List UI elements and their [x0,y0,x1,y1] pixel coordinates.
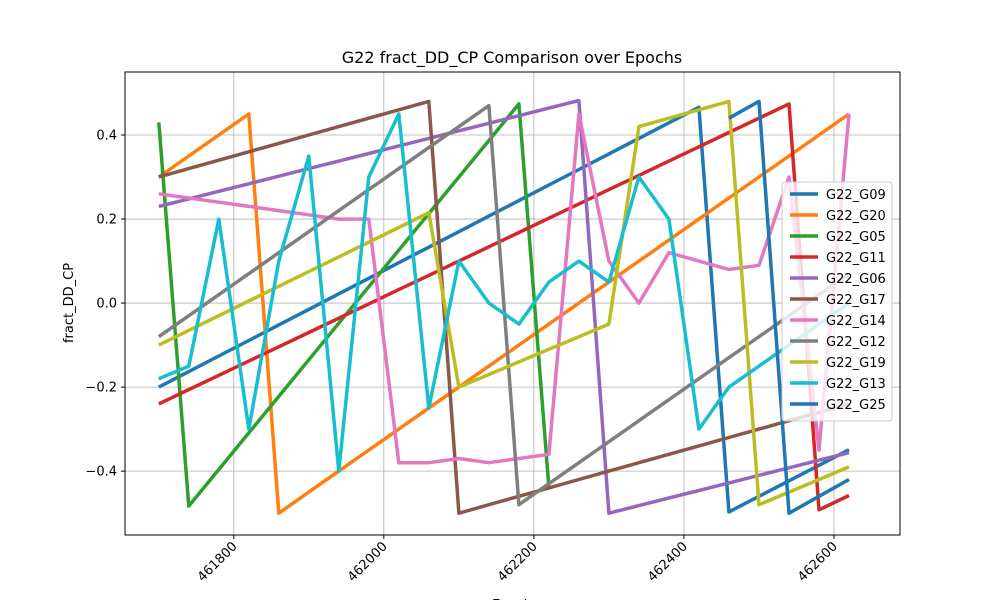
y-tick-label: 0.2 [96,213,117,228]
series-line [157,102,551,508]
chart-title: G22 fract_DD_CP Comparison over Epochs [342,48,682,68]
y-tick-label: −0.4 [85,465,117,480]
series-line [158,99,850,515]
series-line [158,102,850,512]
legend-label: G22_G20 [826,209,886,224]
y-tick-label: 0.4 [96,129,117,144]
series-line [157,112,851,515]
legend-label: G22_G13 [826,377,886,392]
x-axis-label: Epoch [492,598,532,600]
y-tick-label: 0.0 [96,297,117,312]
series-line [158,112,851,473]
legend-label: G22_G19 [826,356,886,371]
plot-frame [124,71,901,536]
legend-label: G22_G12 [826,335,886,350]
series-line [157,103,851,507]
legend-label: G22_G05 [826,230,886,245]
legend-label: G22_G17 [826,293,886,308]
legend-label: G22_G11 [826,251,886,266]
series-line [158,112,851,465]
y-tick-label: −0.2 [85,381,117,396]
legend-label: G22_G09 [826,188,886,203]
series-line [157,105,850,514]
legend-label: G22_G06 [826,272,886,287]
legend-label: G22_G14 [826,314,886,329]
y-axis-label: fract_DD_CP [62,263,77,343]
series-line [158,98,850,515]
series-line [728,99,850,515]
legend-label: G22_G25 [826,398,886,413]
